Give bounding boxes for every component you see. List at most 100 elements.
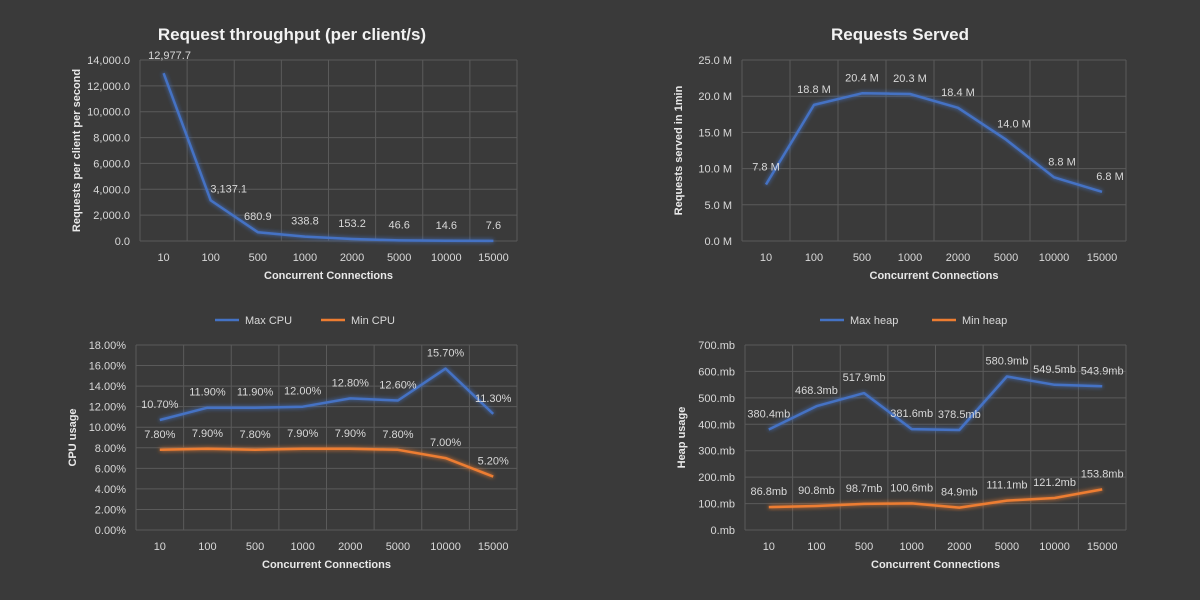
y-tick-label: 14.00% [89, 381, 127, 393]
x-axis-title: Concurrent Connections [871, 559, 1000, 571]
x-tick-label: 1000 [898, 252, 922, 264]
data-label: 517.9mb [843, 372, 886, 384]
series-line-max-heap [768, 375, 1103, 432]
data-label: 100.6mb [890, 482, 933, 494]
y-tick-label: 18.00% [89, 340, 127, 352]
y-tick-label: 400.mb [698, 419, 735, 431]
data-label: 5.20% [478, 456, 509, 468]
data-label: 7.80% [239, 429, 270, 441]
data-label: 20.4 M [845, 72, 879, 84]
legend-label: Min heap [962, 315, 1007, 327]
x-tick-label: 2000 [338, 541, 362, 553]
data-label: 468.3mb [795, 385, 838, 397]
y-axis-title: CPU usage [67, 408, 79, 466]
y-tick-label: 4.00% [95, 484, 126, 496]
data-label: 11.30% [475, 393, 512, 405]
x-tick-label: 2000 [946, 252, 970, 264]
data-label: 7.90% [335, 428, 366, 440]
series-line-min-cpu [159, 447, 494, 478]
data-label: 7.6 [486, 220, 501, 232]
data-label: 11.90% [237, 387, 274, 399]
data-label: 7.80% [144, 429, 175, 441]
y-tick-label: 200.mb [698, 472, 735, 484]
y-tick-label: 14,000.0 [87, 55, 130, 67]
throughput-chart: Request throughput (per client/s) 0.0 2,00… [71, 25, 518, 282]
data-label: 18.8 M [797, 84, 831, 96]
y-tick-label: 12.00% [89, 402, 127, 414]
data-label: 90.8mb [798, 485, 835, 497]
x-tick-label: 500 [249, 252, 267, 264]
x-tick-label: 10000 [1039, 541, 1070, 553]
data-label: 12.00% [284, 386, 322, 398]
x-tick-label: 10000 [431, 252, 462, 264]
data-label: 10.70% [141, 399, 179, 411]
requests-served-chart: Requests Served 0.0 M 5.0 M 10.0 M 15.0 M 20.… [673, 25, 1127, 282]
x-tick-label: 1000 [899, 541, 923, 553]
data-label: 20.3 M [893, 73, 927, 85]
x-tick-label: 5000 [386, 541, 410, 553]
y-tick-label: 600.mb [698, 366, 735, 378]
legend-label: Max CPU [245, 315, 292, 327]
x-tick-label: 15000 [1087, 252, 1118, 264]
y-tick-label: 5.0 M [704, 200, 732, 212]
y-tick-label: 16.00% [89, 361, 127, 373]
y-tick-label: 15.0 M [698, 127, 732, 139]
data-label: 580.9mb [986, 355, 1029, 367]
data-label: 7.00% [430, 437, 461, 449]
data-label: 378.5mb [938, 409, 981, 421]
x-tick-label: 10 [157, 252, 169, 264]
x-tick-label: 10 [154, 541, 166, 553]
data-label: 14.0 M [997, 119, 1031, 131]
x-axis-title: Concurrent Connections [264, 270, 393, 282]
y-tick-label: 8,000.0 [93, 133, 130, 145]
x-tick-label: 1000 [293, 252, 317, 264]
y-tick-label: 8.00% [95, 443, 126, 455]
x-tick-label: 10000 [430, 541, 461, 553]
data-label: 121.2mb [1033, 477, 1076, 489]
y-tick-label: 4,000.0 [93, 184, 130, 196]
y-tick-label: 20.0 M [698, 91, 732, 103]
data-label: 381.6mb [890, 408, 933, 420]
x-tick-label: 10 [760, 252, 772, 264]
x-tick-label: 5000 [994, 252, 1018, 264]
data-label: 7.90% [192, 428, 223, 440]
y-tick-label: 0.0 [115, 236, 130, 248]
chart-title: Requests Served [831, 25, 969, 44]
y-tick-label: 6.00% [95, 463, 126, 475]
x-tick-label: 15000 [1087, 541, 1118, 553]
x-tick-label: 15000 [478, 252, 509, 264]
x-tick-label: 100 [805, 252, 823, 264]
x-tick-label: 15000 [478, 541, 509, 553]
x-tick-label: 100 [202, 252, 220, 264]
x-tick-label: 100 [198, 541, 216, 553]
y-tick-label: 100.mb [698, 499, 735, 511]
legend-label: Min CPU [351, 315, 395, 327]
y-tick-label: 0.00% [95, 525, 126, 537]
data-label: 6.8 M [1096, 171, 1124, 183]
y-tick-label: 10.00% [89, 422, 127, 434]
y-axis-title: Requests per client per second [71, 69, 83, 232]
y-tick-label: 300.mb [698, 446, 735, 458]
y-tick-label: 0.0 M [704, 236, 732, 248]
x-tick-label: 500 [246, 541, 264, 553]
data-label: 543.9mb [1081, 365, 1124, 377]
x-tick-label: 2000 [340, 252, 364, 264]
x-tick-label: 1000 [290, 541, 314, 553]
data-label: 8.8 M [1048, 156, 1076, 168]
data-label: 12.60% [379, 380, 417, 392]
data-label: 111.1mb [986, 480, 1027, 492]
legend-label: Max heap [850, 315, 898, 327]
y-tick-label: 2.00% [95, 504, 126, 516]
data-label: 153.8mb [1081, 468, 1124, 480]
y-tick-label: 12,000.0 [87, 81, 130, 93]
chart-title: Request throughput (per client/s) [158, 25, 426, 44]
series-line-min-heap [768, 488, 1103, 509]
y-tick-label: 10,000.0 [87, 107, 130, 119]
series-line-served [764, 92, 1103, 193]
data-label: 46.6 [388, 219, 409, 231]
y-tick-label: 0.mb [711, 525, 735, 537]
data-label: 549.5mb [1033, 364, 1076, 376]
x-tick-label: 5000 [387, 252, 411, 264]
series-line-max-cpu [159, 367, 495, 422]
